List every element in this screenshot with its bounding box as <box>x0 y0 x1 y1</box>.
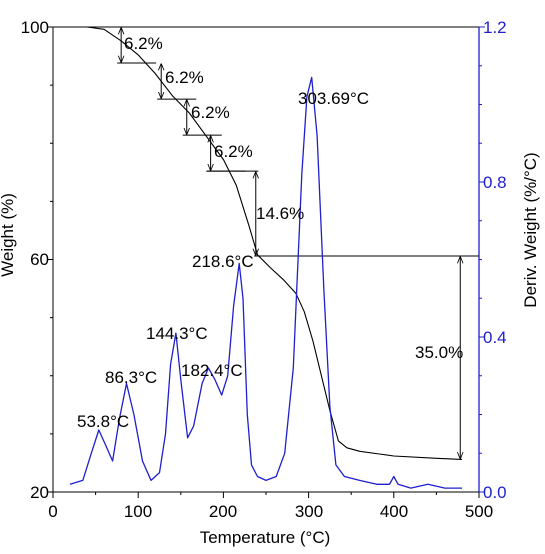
step-label: 6.2% <box>165 68 204 87</box>
y-right-axis-title: Deriv. Weight (%/°C) <box>521 152 540 307</box>
x-tick-label: 100 <box>124 502 152 521</box>
ticks-layer <box>47 26 485 498</box>
y-right-tick-label: 0.0 <box>483 483 507 502</box>
peak-label: 182.4°C <box>181 361 243 380</box>
step-label: 14.6% <box>256 204 304 223</box>
annotation-layer <box>70 26 479 458</box>
step-label: 6.2% <box>124 34 163 53</box>
step-label: 6.2% <box>214 142 253 161</box>
x-tick-label: 0 <box>48 502 57 521</box>
x-tick-label: 200 <box>209 502 237 521</box>
y-left-tick-label: 60 <box>30 250 49 269</box>
series-layer <box>69 26 463 489</box>
y-left-tick-label: 100 <box>21 18 49 37</box>
peak-label: 144.3°C <box>146 324 208 343</box>
y-right-tick-label: 1.2 <box>483 18 507 37</box>
peak-label: 303.69°C <box>298 89 369 108</box>
y-left-tick-label: 20 <box>30 483 49 502</box>
x-tick-label: 300 <box>295 502 323 521</box>
x-tick-label: 500 <box>465 502 493 521</box>
y-left-axis-title: Weight (%) <box>0 193 17 277</box>
x-axis-title: Temperature (°C) <box>200 528 331 547</box>
x-tick-label: 400 <box>380 502 408 521</box>
y-right-tick-label: 0.8 <box>483 173 507 192</box>
y-right-tick-label: 0.4 <box>483 328 507 347</box>
step-label: 6.2% <box>191 103 230 122</box>
peak-label: 86.3°C <box>105 368 157 387</box>
deriv-weight-curve <box>69 76 462 489</box>
weight-curve <box>70 26 463 460</box>
step-label: 35.0% <box>415 343 463 362</box>
peak-label: 53.8°C <box>77 412 129 431</box>
peak-label: 218.6°C <box>192 252 254 271</box>
